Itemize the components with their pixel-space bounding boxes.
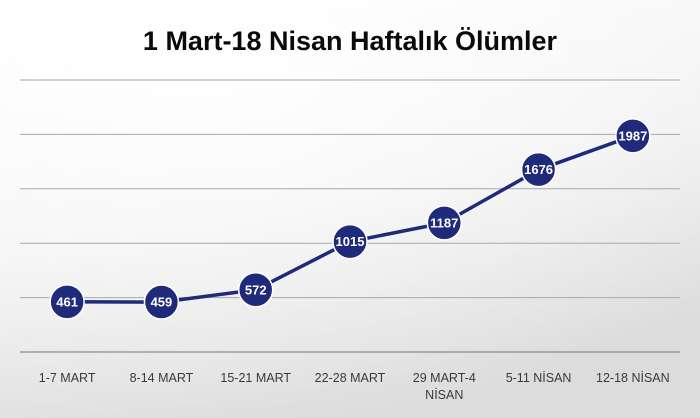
data-label: 1987 [618,128,647,143]
x-tick-label-line: 1-7 MART [39,371,96,385]
data-label: 1676 [524,162,553,177]
data-point [332,223,368,260]
x-tick-label-line: NİSAN [425,388,463,402]
data-label: 461 [56,294,78,309]
x-axis-ticks: 1-7 MART 8-14 MART 15-21 MART 22-28 MART 29 … [39,371,670,402]
data-point [237,272,274,308]
x-tick-label-line: 29 MART-4 [413,371,476,385]
data-markers: 461 459 572 1015 1187 1676 1987 [49,118,651,320]
data-label: 459 [151,295,173,310]
x-tick-label: 8-14 MART [130,371,194,385]
x-tick-label-line: 5-11 NİSAN [506,371,572,385]
data-label: 572 [245,282,267,297]
x-tick-label-line: 12-18 NİSAN [596,371,670,385]
data-point [143,284,180,320]
x-tick-label: 29 MART-4 NİSAN [413,371,476,402]
data-point [426,205,463,241]
data-label: 1015 [336,234,365,249]
x-tick-label-line: 22-28 MART [315,371,386,385]
x-tick-label: 5-11 NİSAN [506,371,572,385]
x-tick-label: 22-28 MART [315,371,386,385]
x-tick-label: 15-21 MART [220,371,291,385]
chart-title: 1 Mart-18 Nisan Haftalık Ölümler [143,26,558,56]
data-point [49,284,85,320]
data-point [615,118,651,154]
x-tick-label: 1-7 MART [39,371,96,385]
x-tick-label-line: 8-14 MART [130,371,194,385]
data-label: 1187 [430,215,458,230]
x-tick-label-line: 15-21 MART [220,371,291,385]
x-tick-label: 12-18 NİSAN [596,371,670,385]
data-point [520,151,557,188]
